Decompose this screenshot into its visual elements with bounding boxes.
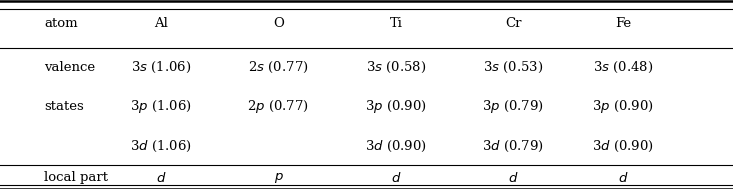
Text: 3$p$ (0.90): 3$p$ (0.90)	[365, 98, 427, 115]
Text: atom: atom	[44, 17, 78, 30]
Text: 3$p$ (0.90): 3$p$ (0.90)	[592, 98, 654, 115]
Text: $d$: $d$	[391, 171, 401, 185]
Text: $d$: $d$	[508, 171, 518, 185]
Text: Cr: Cr	[505, 17, 521, 30]
Text: Al: Al	[155, 17, 168, 30]
Text: $d$: $d$	[156, 171, 166, 185]
Text: Fe: Fe	[615, 17, 631, 30]
Text: 3$s$ (0.48): 3$s$ (0.48)	[593, 60, 653, 75]
Text: 3$d$ (1.06): 3$d$ (1.06)	[130, 139, 192, 154]
Text: 3$d$ (0.90): 3$d$ (0.90)	[592, 139, 654, 154]
Text: valence: valence	[44, 61, 95, 74]
Text: 2$p$ (0.77): 2$p$ (0.77)	[248, 98, 309, 115]
Text: 2$s$ (0.77): 2$s$ (0.77)	[248, 60, 309, 75]
Text: states: states	[44, 100, 84, 113]
Text: Ti: Ti	[389, 17, 402, 30]
Text: local part: local part	[44, 171, 108, 184]
Text: 3$d$ (0.79): 3$d$ (0.79)	[482, 139, 544, 154]
Text: 3$s$ (1.06): 3$s$ (1.06)	[131, 60, 191, 75]
Text: 3$p$ (0.79): 3$p$ (0.79)	[482, 98, 544, 115]
Text: $d$: $d$	[618, 171, 628, 185]
Text: 3$s$ (0.58): 3$s$ (0.58)	[366, 60, 426, 75]
Text: 3$p$ (1.06): 3$p$ (1.06)	[130, 98, 192, 115]
Text: 3$d$ (0.90): 3$d$ (0.90)	[365, 139, 427, 154]
Text: $p$: $p$	[273, 171, 284, 185]
Text: 3$s$ (0.53): 3$s$ (0.53)	[483, 60, 543, 75]
Text: O: O	[273, 17, 284, 30]
